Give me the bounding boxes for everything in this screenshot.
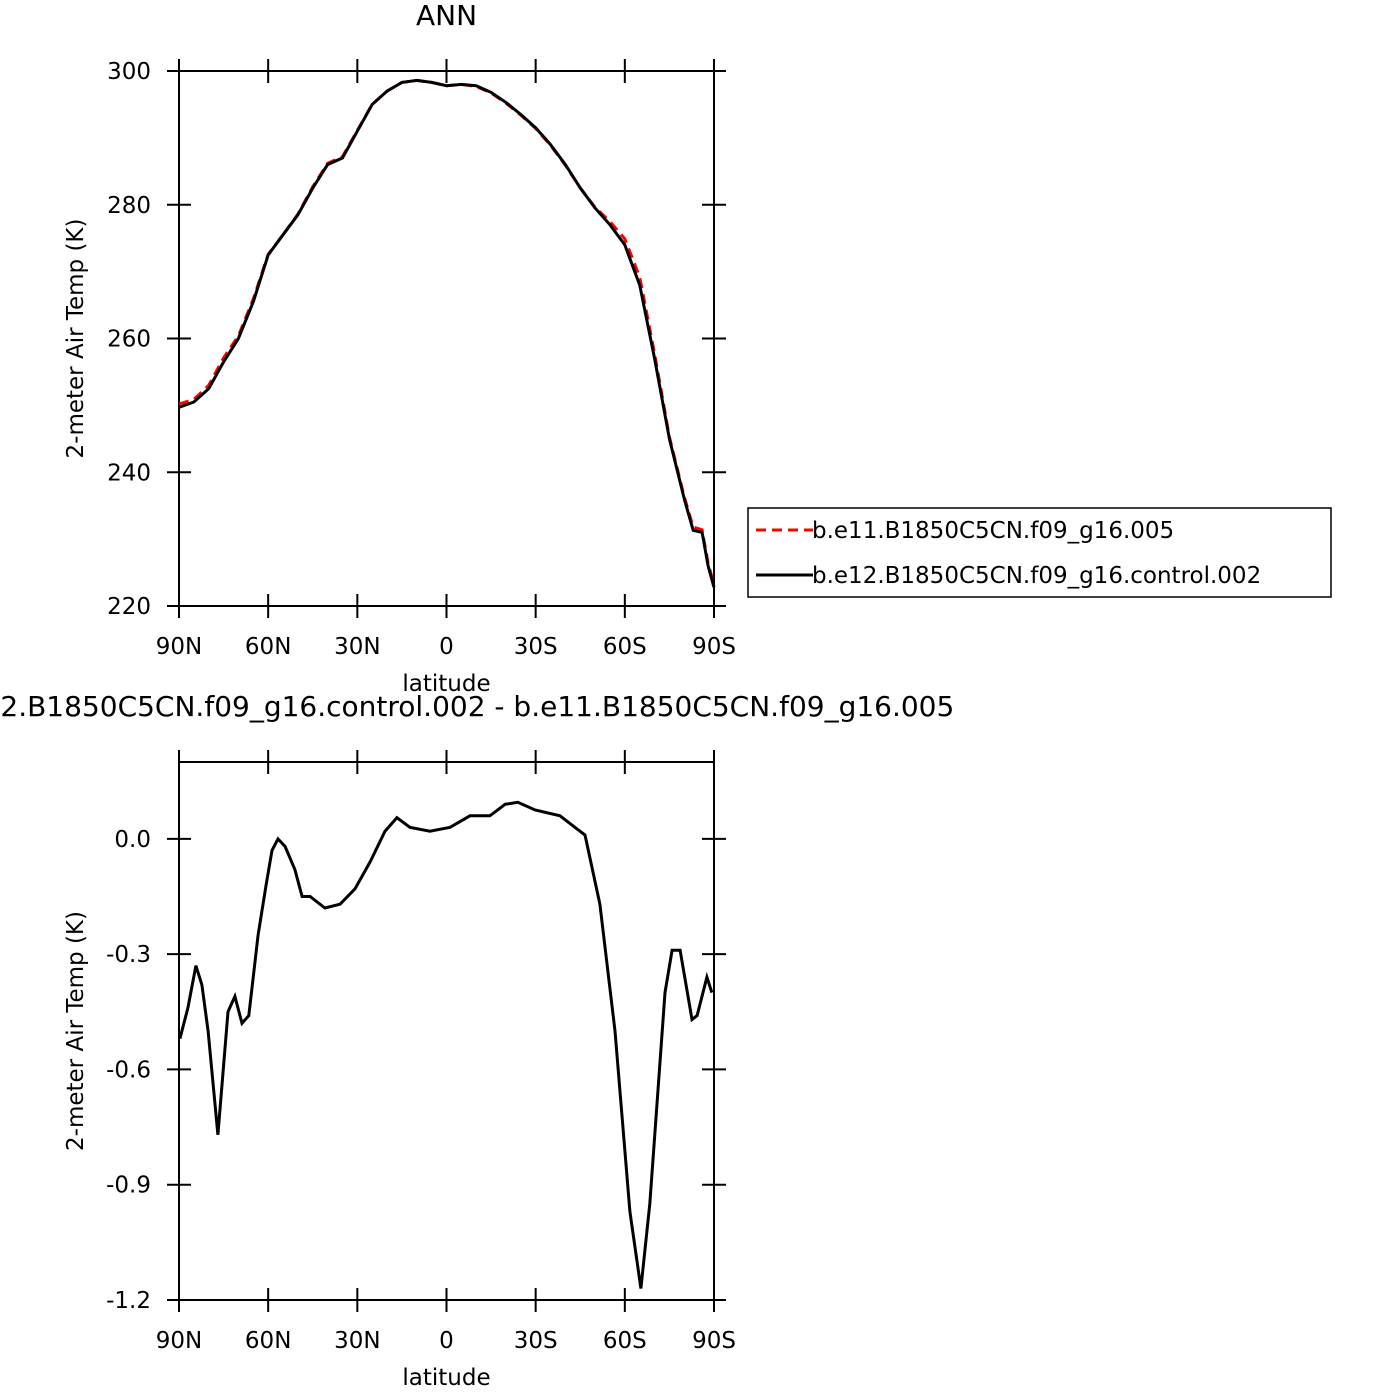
y-axis-label: 2-meter Air Temp (K) (63, 911, 89, 1151)
x-tick-label: 0 (439, 634, 454, 660)
x-tick-label: 0 (439, 1328, 454, 1354)
y-tick-label: -0.9 (106, 1173, 151, 1199)
x-tick-label: 90N (156, 634, 202, 660)
x-tick-label: 90N (156, 1328, 202, 1354)
y-tick-label: -0.3 (106, 942, 151, 968)
data-line (178, 78, 716, 588)
x-tick-label: 30S (514, 634, 558, 660)
y-tick-label: 0.0 (114, 827, 151, 853)
legend-label: b.e11.B1850C5CN.f09_g16.005 (812, 518, 1174, 544)
data-line (178, 78, 716, 585)
y-tick-label: 240 (107, 460, 151, 486)
x-tick-label: 60S (603, 1328, 647, 1354)
x-axis-label: latitude (402, 1365, 490, 1391)
x-axis-label: latitude (402, 671, 490, 697)
plot-frame (178, 70, 715, 607)
x-tick-label: 60N (245, 634, 291, 660)
x-tick-label: 30N (334, 634, 380, 660)
y-tick-label: -0.6 (106, 1057, 151, 1083)
x-tick-label: 90S (692, 634, 736, 660)
x-tick-label: 30N (334, 1328, 380, 1354)
y-tick-label: 260 (107, 327, 151, 353)
data-line (178, 800, 714, 1289)
x-tick-label: 90S (692, 1328, 736, 1354)
y-tick-label: 280 (107, 193, 151, 219)
y-tick-label: 300 (107, 59, 151, 85)
legend-label: b.e12.B1850C5CN.f09_g16.control.002 (812, 563, 1261, 589)
y-axis-label: 2-meter Air Temp (K) (63, 219, 89, 459)
chart-title: b.e12.B1850C5CN.f09_g16.control.002 - b.… (0, 690, 954, 723)
y-tick-label: -1.2 (106, 1288, 151, 1314)
legend-box (747, 507, 1332, 598)
chart-title: ANN (416, 0, 477, 32)
plot-frame (178, 761, 715, 1301)
x-tick-label: 60S (603, 634, 647, 660)
x-tick-label: 30S (514, 1328, 558, 1354)
y-tick-label: 220 (107, 594, 151, 620)
x-tick-label: 60N (245, 1328, 291, 1354)
